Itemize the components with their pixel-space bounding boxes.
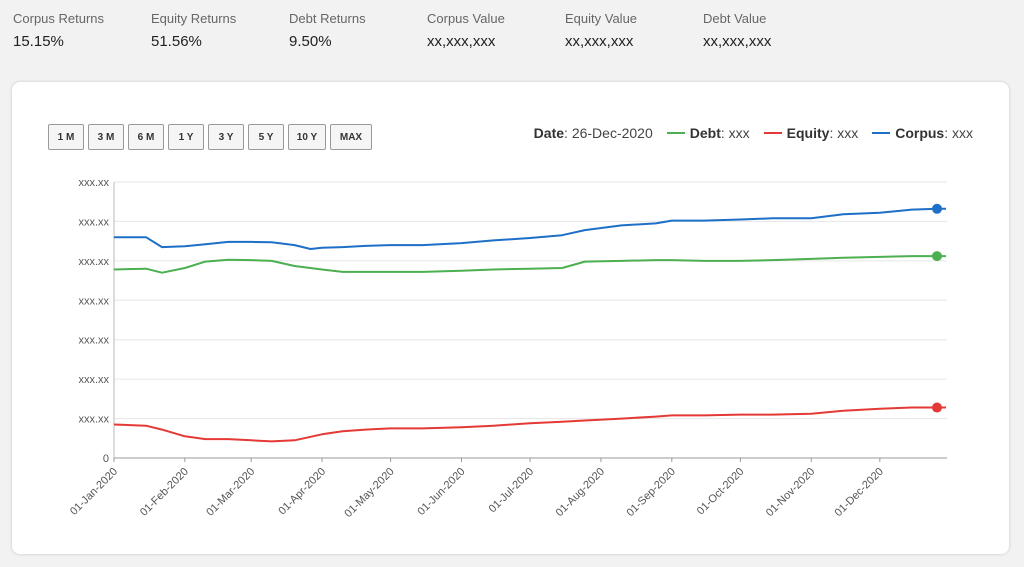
y-tick-label: xxx.xx [78, 414, 109, 426]
legend-date-value: 26-Dec-2020 [571, 125, 653, 141]
chart-card: 1 M 3 M 6 M 1 Y 3 Y 5 Y 10 Y MAX Date: 2… [12, 82, 1009, 554]
series-end-marker-corpus [932, 203, 942, 214]
series-line-corpus [114, 207, 946, 250]
series-line-debt [113, 255, 946, 274]
x-tick-label: 01-Apr-2020 [276, 466, 328, 518]
legend-date: Date: 26-Dec-2020 [533, 125, 653, 141]
legend-date-label: Date [533, 125, 565, 141]
stat-value: 9.50% [289, 33, 332, 50]
x-tick-label: 01-Aug-2020 [554, 466, 607, 519]
stat-label: Equity Returns [151, 11, 237, 26]
stat-equity-returns: Equity Returns 51.56% [151, 11, 289, 50]
y-tick-label: xxx.xx [78, 295, 109, 307]
corpus-swatch [872, 132, 891, 134]
series-end-marker-debt [932, 251, 942, 262]
summary-stats: Corpus Returns 15.15% Equity Returns 51.… [13, 11, 841, 50]
legend-item-debt[interactable]: Debt: xxx [666, 125, 750, 141]
y-tick-label: xxx.xx [78, 177, 109, 189]
x-tick-label: 01-Jun-2020 [415, 466, 467, 518]
stat-value: xx,xxx,xxx [565, 33, 634, 50]
legend-corpus-value: xxx [952, 125, 973, 141]
series-end-marker-equity [932, 402, 942, 413]
legend-item-equity[interactable]: Equity: xxx [763, 125, 859, 141]
stat-debt-value: Debt Value xx,xxx,xxx [703, 11, 841, 50]
stat-corpus-returns: Corpus Returns 15.15% [13, 11, 151, 50]
legend-equity-value: xxx [837, 125, 859, 141]
x-tick-label: 01-May-2020 [342, 466, 396, 520]
y-tick-label: xxx.xx [78, 374, 109, 386]
stat-label: Debt Returns [289, 11, 366, 26]
stat-equity-value: Equity Value xx,xxx,xxx [565, 11, 703, 50]
debt-swatch [666, 132, 685, 134]
line-chart: 0 xxx.xx xxx.xx xxx.xx xxx.xx xxx.xx xxx.xx xxx… [68, 177, 947, 520]
series-line-equity [113, 406, 946, 443]
legend-item-corpus[interactable]: Corpus: xxx [872, 125, 973, 141]
range-button-10y[interactable]: 10 Y [288, 124, 326, 150]
equity-swatch [763, 132, 782, 134]
x-tick-label: 01-Nov-2020 [764, 466, 817, 519]
y-tick-label: xxx.xx [78, 335, 109, 347]
x-tick-label: 01-Jul-2020 [487, 466, 537, 516]
range-button-1m[interactable]: 1 M [48, 124, 84, 150]
stat-value: xx,xxx,xxx [427, 33, 496, 50]
legend-debt-label: Debt [689, 125, 721, 141]
range-button-1y[interactable]: 1 Y [168, 124, 204, 150]
stat-value: 15.15% [13, 33, 64, 50]
legend-corpus-label: Corpus [895, 125, 945, 141]
stat-corpus-value: Corpus Value xx,xxx,xxx [427, 11, 565, 50]
x-tick-label: 01-Mar-2020 [204, 466, 257, 519]
y-tick-label: 0 [103, 453, 109, 465]
y-tick-label: xxx.xx [78, 256, 109, 268]
range-button-6m[interactable]: 6 M [128, 124, 164, 150]
x-tick-label: 01-Oct-2020 [695, 466, 747, 518]
stat-label: Corpus Value [427, 11, 505, 26]
x-tick-label: 01-Dec-2020 [833, 466, 886, 519]
range-button-3y[interactable]: 3 Y [208, 124, 244, 150]
x-tick-label: 01-Sep-2020 [624, 466, 677, 519]
chart-legend: Date: 26-Dec-2020 Debt: xxx Equity: xxx … [534, 125, 973, 141]
range-button-3m[interactable]: 3 M [88, 124, 124, 150]
legend-debt-value: xxx [728, 125, 750, 141]
legend-equity-label: Equity [786, 125, 830, 141]
stat-label: Equity Value [565, 11, 638, 26]
stat-value: 51.56% [151, 33, 202, 50]
stat-debt-returns: Debt Returns 9.50% [289, 11, 427, 50]
range-button-5y[interactable]: 5 Y [248, 124, 284, 150]
stat-label: Corpus Returns [13, 11, 105, 26]
y-tick-label: xxx.xx [78, 216, 109, 228]
range-selector: 1 M 3 M 6 M 1 Y 3 Y 5 Y 10 Y MAX [48, 124, 372, 150]
x-tick-label: 01-Jan-2020 [68, 466, 120, 518]
stat-label: Debt Value [703, 11, 767, 26]
stat-value: xx,xxx,xxx [703, 33, 772, 50]
x-tick-label: 01-Feb-2020 [138, 466, 191, 519]
range-button-max[interactable]: MAX [330, 124, 372, 150]
